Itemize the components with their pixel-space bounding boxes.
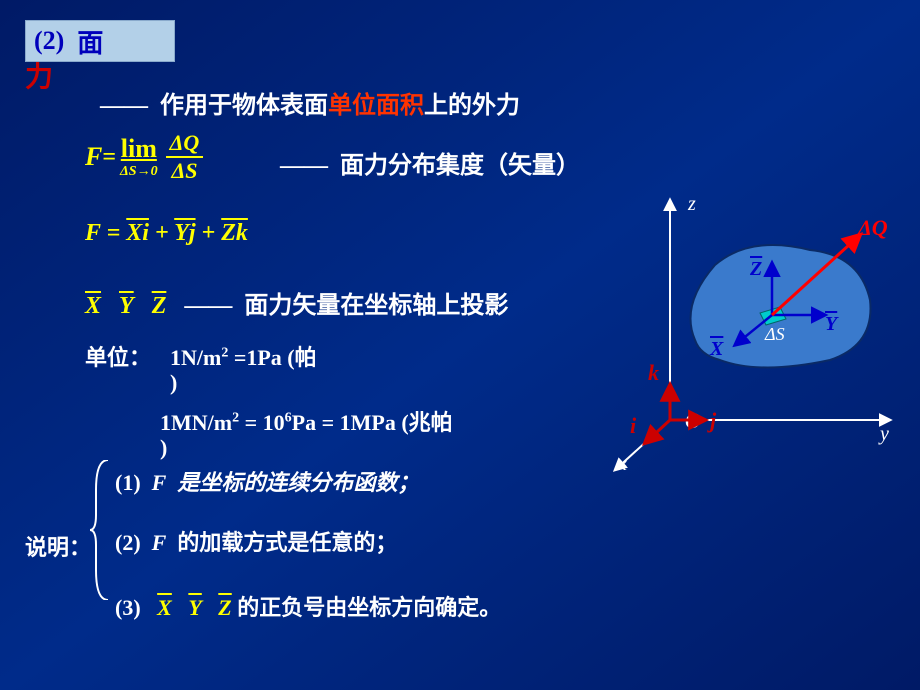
F: F: [152, 530, 167, 555]
eq: =: [101, 220, 127, 246]
Y-label: Y: [825, 313, 839, 335]
u2s2: 6: [285, 411, 292, 426]
delta-s-label: ΔS: [764, 324, 785, 344]
n: (3): [115, 595, 141, 620]
Y: Y: [188, 595, 201, 620]
t: 的加载方式是任意的；: [177, 530, 397, 555]
k-label: k: [648, 360, 659, 385]
coordinate-diagram: z y x O k j i ΔS Z Y X ΔQ: [600, 195, 900, 475]
F: F: [152, 470, 167, 495]
annotation-1: —— 面力分布集度（矢量）: [280, 145, 580, 180]
Xi: Xi: [126, 220, 149, 246]
lim-sub: ΔS→0: [120, 164, 158, 180]
Yj: Yj: [174, 220, 195, 246]
i-vector: [645, 420, 670, 443]
Zk: Zk: [221, 220, 248, 246]
Z-label: Z: [749, 258, 762, 280]
Z: Z: [218, 595, 231, 620]
frac-bot: ΔS: [167, 158, 201, 184]
unit-1-close: ): [170, 370, 177, 396]
t: 是坐标的连续分布函数；: [177, 470, 419, 495]
fraction: ΔQ ΔS: [166, 130, 204, 184]
n: (2): [115, 530, 141, 555]
u2a: 1MN/m: [160, 410, 232, 435]
text: 上的外力: [424, 93, 520, 119]
highlight: 单位面积: [328, 93, 424, 119]
X-label: X: [709, 338, 724, 360]
y-label: y: [878, 423, 889, 445]
equals: =: [102, 144, 116, 171]
unit-1: 1N/m2 =1Pa (帕: [170, 340, 317, 372]
n: (1): [115, 470, 141, 495]
delta-q-label: ΔQ: [857, 215, 888, 240]
lim-text: lim: [121, 134, 157, 164]
u2b: = 10: [239, 410, 285, 435]
brace-icon: [90, 460, 110, 600]
plus: +: [149, 220, 174, 246]
unit-2-close: ): [160, 435, 167, 461]
Zbar: Z: [152, 293, 167, 319]
dash: ——: [280, 153, 328, 179]
section-title: 面: [77, 23, 103, 60]
explain-label: 说明：: [25, 530, 91, 562]
z-label: z: [687, 195, 696, 215]
text: 面力分布集度（矢量）: [340, 153, 580, 179]
Ybar: Y: [119, 293, 134, 319]
frac-top: ΔQ: [166, 130, 204, 156]
formula-limit: F = lim ΔS→0 ΔQ ΔS: [85, 130, 203, 184]
plus: +: [196, 220, 222, 246]
vector-equation: F = Xi + Yj + Zk: [85, 220, 248, 247]
dash: ——: [100, 93, 148, 119]
unit-label: 单位：: [85, 340, 151, 372]
explain-1: (1) F 是坐标的连续分布函数；: [115, 465, 419, 497]
t: 的正负号由坐标方向确定。: [237, 595, 501, 620]
section-index: (2): [34, 26, 64, 56]
unit-2: 1MN/m2 = 106Pa = 1MPa (兆帕: [160, 405, 453, 437]
projection-line: X Y Z —— 面力矢量在坐标轴上投影: [85, 285, 508, 320]
definition-line: —— 作用于物体表面单位面积上的外力: [100, 85, 520, 120]
i-label: i: [630, 413, 637, 438]
F-symbol: F: [85, 142, 102, 172]
section-title-trail: 力: [25, 55, 53, 95]
text: 作用于物体表面: [160, 93, 328, 119]
dash: ——: [184, 293, 232, 319]
Xbar: X: [85, 293, 101, 319]
u2c: Pa = 1MPa (兆帕: [292, 410, 453, 435]
u1b: =1Pa (帕: [228, 345, 316, 370]
explain-3: (3) X Y Z 的正负号由坐标方向确定。: [115, 590, 501, 622]
text: 面力矢量在坐标轴上投影: [244, 293, 508, 319]
X: X: [157, 595, 172, 620]
limit-operator: lim ΔS→0: [120, 134, 158, 180]
explain-2: (2) F 的加载方式是任意的；: [115, 525, 397, 557]
F: F: [85, 220, 101, 246]
u1a: 1N/m: [170, 345, 221, 370]
x-label: x: [617, 453, 627, 475]
